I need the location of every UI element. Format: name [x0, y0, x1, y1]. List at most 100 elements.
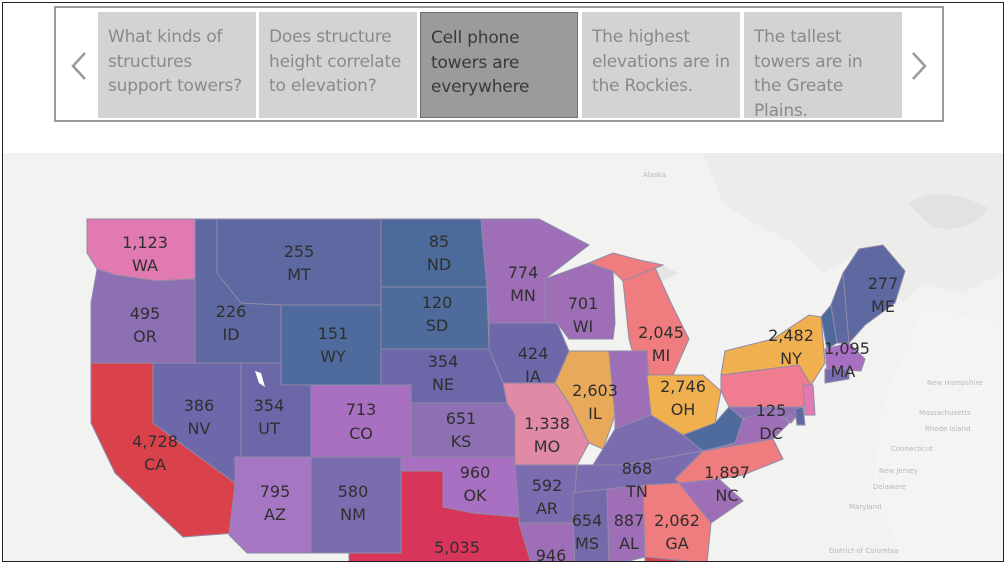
state-value-OR: 495	[130, 304, 161, 323]
chevron-left-icon	[71, 52, 86, 80]
state-value-TX: 5,035	[434, 538, 480, 557]
state-value-NV: 386	[184, 396, 215, 415]
state-NJ[interactable]	[802, 384, 816, 416]
state-value-WY: 151	[318, 324, 349, 343]
us-choropleth-map[interactable]: Alaska New Hampshire Massachusetts Rhode…	[3, 153, 1003, 562]
state-value-MN: 774	[508, 263, 539, 282]
state-FL[interactable]	[644, 556, 707, 562]
state-abbr-MO: MO	[534, 437, 560, 456]
state-NY[interactable]	[720, 314, 826, 386]
state-CT[interactable]	[824, 368, 850, 384]
state-ME[interactable]	[842, 244, 906, 345]
state-abbr-MA: MA	[831, 362, 856, 381]
state-abbr-CA: CA	[144, 455, 166, 474]
state-value-AL: 887	[614, 511, 645, 530]
map-ref-label: Connecticut	[891, 445, 933, 453]
state-abbr-OK: OK	[463, 486, 487, 505]
state-abbr-AZ: AZ	[264, 505, 286, 524]
story-point-5[interactable]: The tallest towers are in the Greate Pla…	[744, 12, 902, 121]
state-value-ND: 85	[429, 232, 449, 251]
state-abbr-NM: NM	[340, 505, 366, 524]
state-abbr-IA: IA	[525, 367, 541, 386]
state-abbr-ND: ND	[427, 255, 451, 274]
next-story-point-button[interactable]	[900, 16, 938, 116]
state-abbr-IL: IL	[588, 404, 602, 423]
state-abbr-MT: MT	[287, 265, 311, 284]
state-value-MO: 1,338	[524, 414, 570, 433]
story-navigator: What kinds of structures support towers?…	[54, 6, 944, 122]
story-point-1[interactable]: What kinds of structures support towers?	[98, 12, 256, 118]
water-body	[908, 194, 988, 229]
map-ref-label: New Hampshire	[927, 379, 982, 387]
state-MS[interactable]	[572, 488, 610, 562]
state-value-AR: 592	[532, 476, 563, 495]
map-ref-label: New Jersey	[879, 467, 918, 475]
map-canvas: Alaska New Hampshire Massachusetts Rhode…	[3, 153, 1003, 562]
state-value-DC: 125	[756, 401, 787, 420]
state-value-CO: 713	[346, 400, 377, 419]
state-value-GA: 2,062	[654, 511, 700, 530]
state-MA[interactable]	[824, 342, 866, 372]
state-MI-UP	[587, 252, 665, 282]
state-MT[interactable]	[216, 218, 382, 306]
state-value-MA: 1,095	[824, 339, 870, 358]
state-value-ME: 277	[868, 274, 899, 293]
state-abbr-MI: MI	[652, 346, 671, 365]
state-abbr-KS: KS	[451, 432, 472, 451]
state-MI[interactable]	[622, 262, 690, 376]
map-ref-label: District of Columbia	[829, 547, 898, 555]
state-DE[interactable]	[794, 406, 806, 426]
state-value-UT: 354	[254, 396, 285, 415]
atlantic-ocean	[873, 308, 1003, 561]
state-value-LA: 946	[536, 546, 567, 562]
state-LA[interactable]	[518, 522, 576, 562]
state-abbr-TN: TN	[625, 482, 648, 501]
story-point-2[interactable]: Does structure height correlate to eleva…	[259, 12, 417, 118]
state-abbr-WY: WY	[320, 347, 346, 366]
state-abbr-NC: NC	[715, 486, 738, 505]
state-abbr-OR: OR	[133, 327, 157, 346]
state-abbr-WI: WI	[573, 317, 594, 336]
state-value-ID: 226	[216, 302, 247, 321]
state-WY[interactable]	[280, 304, 382, 386]
state-value-MS: 654	[572, 511, 603, 530]
state-value-OH: 2,746	[660, 377, 706, 396]
state-value-NE: 354	[428, 352, 459, 371]
state-value-KS: 651	[446, 409, 477, 428]
state-ND[interactable]	[380, 218, 488, 288]
map-ref-label: Rhode Island	[925, 425, 970, 433]
chevron-right-icon	[912, 52, 927, 80]
state-value-CA: 4,728	[132, 432, 178, 451]
map-ref-label: Delaware	[873, 483, 906, 491]
story-point-3-active[interactable]: Cell phone towers are everywhere	[420, 12, 578, 118]
state-DC[interactable]	[786, 414, 794, 422]
previous-story-point-button[interactable]	[60, 16, 98, 116]
state-abbr-NY: NY	[780, 349, 802, 368]
map-ref-label: Alaska	[643, 171, 666, 179]
state-value-WA: 1,123	[122, 233, 168, 252]
state-value-MT: 255	[284, 242, 315, 261]
state-value-MI: 2,045	[638, 323, 684, 342]
state-value-TN: 868	[622, 459, 653, 478]
state-abbr-WA: WA	[132, 256, 158, 275]
state-value-IL: 2,603	[572, 381, 618, 400]
state-abbr-SD: SD	[426, 316, 448, 335]
state-abbr-ID: ID	[222, 325, 239, 344]
state-abbr-AL: AL	[619, 534, 639, 553]
state-abbr-OH: OH	[671, 400, 696, 419]
state-AL[interactable]	[606, 484, 646, 562]
state-abbr-NV: NV	[188, 419, 211, 438]
state-abbr-CO: CO	[349, 424, 373, 443]
state-abbr-GA: GA	[665, 534, 688, 553]
state-value-WI: 701	[568, 294, 599, 313]
map-ref-label: Massachusetts	[919, 409, 971, 417]
state-abbr-NE: NE	[432, 375, 454, 394]
story-point-4[interactable]: The highest elevations are in the Rockie…	[582, 12, 740, 118]
state-CO[interactable]	[310, 384, 412, 458]
state-abbr-AR: AR	[536, 499, 558, 518]
state-abbr-ME: ME	[871, 297, 895, 316]
state-abbr-MN: MN	[510, 286, 536, 305]
state-value-IA: 424	[518, 344, 549, 363]
state-value-NC: 1,897	[704, 463, 750, 482]
canada-east-landmass	[703, 153, 1003, 303]
